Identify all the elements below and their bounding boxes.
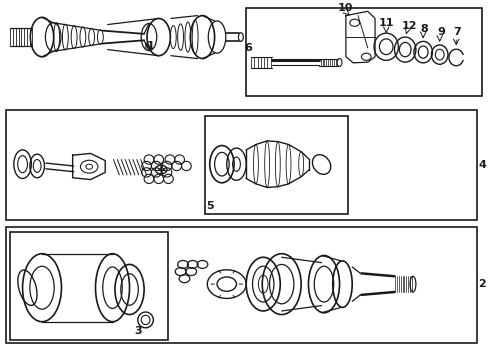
Text: 5: 5 [206,201,214,211]
Text: 9: 9 [436,27,444,37]
Text: 8: 8 [420,24,427,34]
Text: 10: 10 [337,4,352,13]
Bar [204,116,347,214]
Bar [246,8,481,96]
Text: 11: 11 [378,18,394,28]
Text: 12: 12 [401,21,416,31]
Text: 2: 2 [478,279,486,289]
Text: 3: 3 [134,326,142,336]
Bar [5,111,476,220]
Text: 6: 6 [244,43,251,53]
Text: 1: 1 [146,41,154,51]
Bar [5,227,476,343]
Bar [10,232,168,339]
Text: 7: 7 [452,27,460,37]
Text: 4: 4 [478,159,486,170]
